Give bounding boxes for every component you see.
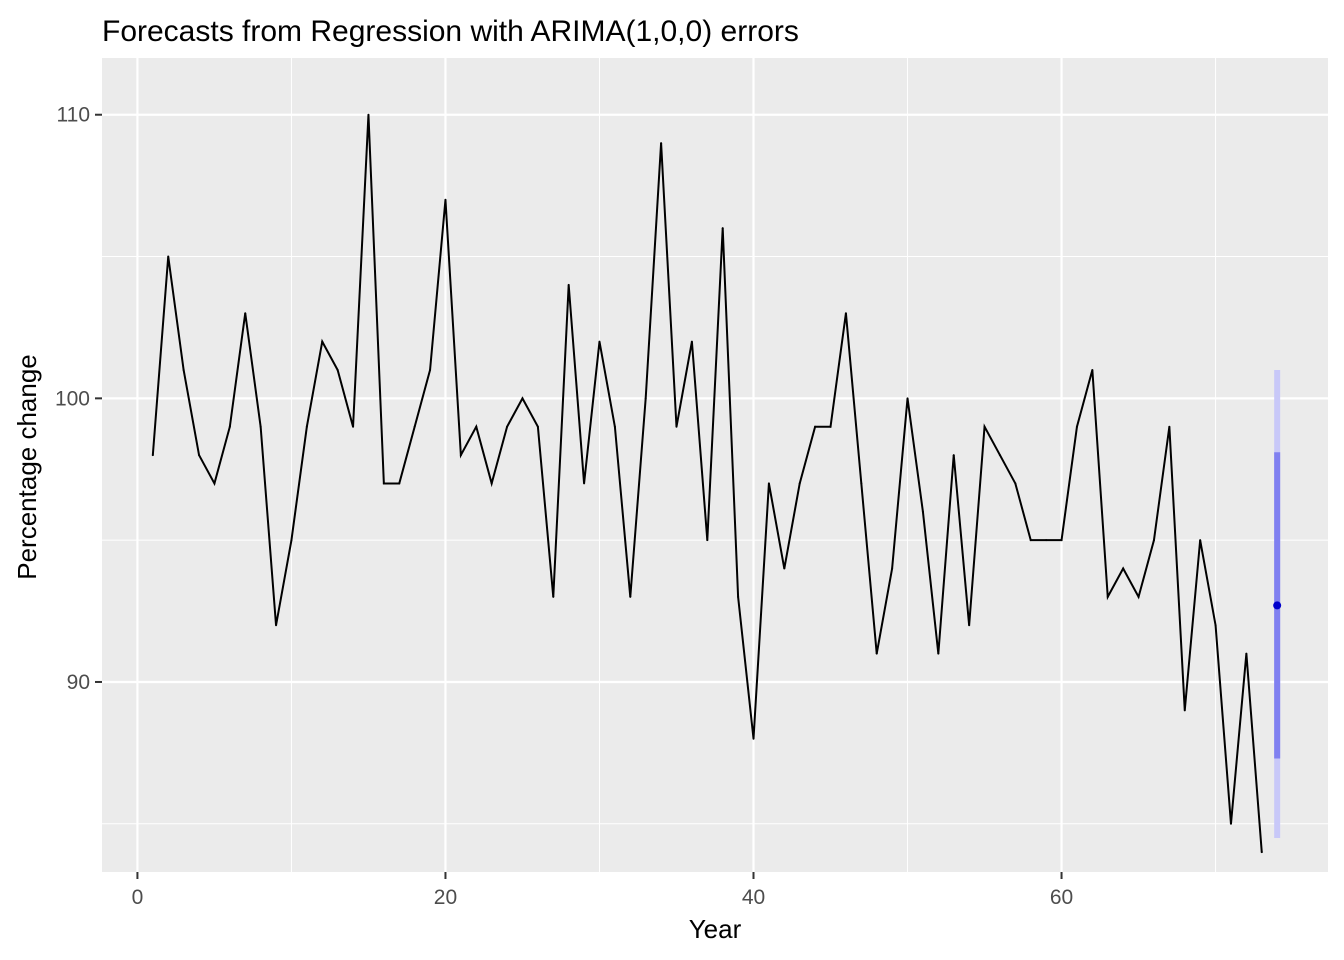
series-point [1045,539,1048,542]
series-point [998,454,1001,457]
series-point [429,368,432,371]
series-point [1091,368,1094,371]
series-point [1014,482,1017,485]
series-point [382,482,385,485]
series-point [660,142,663,145]
y-axis: 90 100 110 [55,104,102,694]
series-point [1075,425,1078,428]
plot-panel [102,58,1328,872]
series-point [444,198,447,201]
x-axis: 0 20 40 60 [132,872,1073,909]
series-point [182,368,185,371]
series-point [213,482,216,485]
series-point [475,425,478,428]
y-tick-label: 110 [57,104,90,127]
y-tick-label: 90 [67,671,90,694]
grid-minor [102,58,1328,872]
series-point [937,652,940,655]
chart-title: Forecasts from Regression with ARIMA(1,0… [102,15,799,48]
series-point [613,425,616,428]
series-point [506,425,509,428]
series-point [1168,425,1171,428]
series-point [860,482,863,485]
x-tick-label: 60 [1050,886,1073,909]
x-tick-label: 0 [132,886,144,909]
series-point [952,454,955,457]
series-point [675,425,678,428]
x-tick-label: 40 [742,886,765,909]
series-point [968,624,971,627]
series-point [921,510,924,513]
series-point [721,227,724,230]
series-point [906,397,909,400]
series-point [552,595,555,598]
series-point [567,283,570,286]
series-point [583,482,586,485]
series-point [275,624,278,627]
series-point [321,340,324,343]
series-point [1245,652,1248,655]
series-point [783,567,786,570]
series-point [1260,851,1263,854]
series-point [1137,595,1140,598]
series-point [1122,567,1125,570]
series-point [1229,822,1232,825]
series-point [844,312,847,315]
series-point [413,425,416,428]
series-point [367,113,370,116]
series-point [1214,624,1217,627]
series-point [644,397,647,400]
y-axis-title: Percentage change [12,354,42,580]
series-point [305,425,308,428]
series-point [767,482,770,485]
series-point [151,454,154,457]
series-point [198,454,201,457]
series-point [629,595,632,598]
series-point [1199,539,1202,542]
series-point [598,340,601,343]
series-point [829,425,832,428]
forecast-layer [1273,369,1282,838]
series-point [290,539,293,542]
series-point [690,340,693,343]
series-point [490,482,493,485]
series-point [352,425,355,428]
series-point [259,425,262,428]
series-point [167,255,170,258]
series-point [1029,539,1032,542]
series-point [752,737,755,740]
x-tick-label: 20 [434,886,457,909]
series-point [814,425,817,428]
series-point [983,425,986,428]
series-layer [151,113,1263,854]
series-point [536,425,539,428]
forecast-point [1273,601,1282,610]
series-point [459,454,462,457]
series-point [1106,595,1109,598]
series-point [798,482,801,485]
y-tick-label: 100 [55,387,90,410]
series-point [336,368,339,371]
series-point [244,312,247,315]
x-axis-title: Year [689,914,742,944]
series-point [891,567,894,570]
series-point [875,652,878,655]
series-point [521,397,524,400]
series-point [1152,539,1155,542]
series-point [1183,709,1186,712]
series-point [737,595,740,598]
series-point [228,425,231,428]
series-point [1060,539,1063,542]
series-point [398,482,401,485]
series-point [706,539,709,542]
